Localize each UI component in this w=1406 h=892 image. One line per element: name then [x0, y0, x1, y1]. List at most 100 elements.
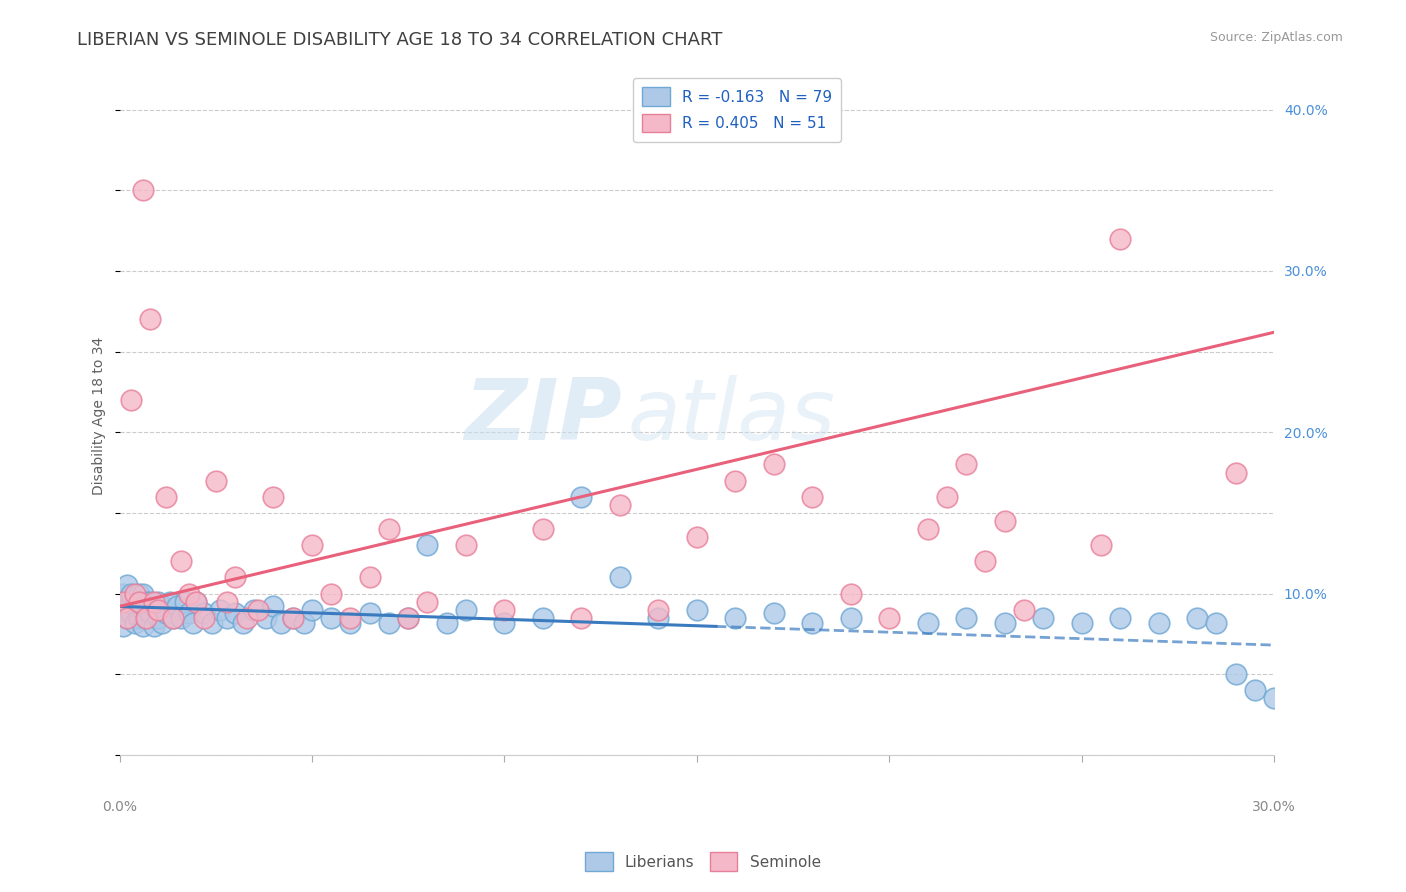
- Point: [686, 602, 709, 616]
- Point: [146, 610, 169, 624]
- Point: [232, 615, 254, 630]
- Point: [1090, 538, 1112, 552]
- Point: [531, 610, 554, 624]
- Point: [112, 594, 135, 608]
- Point: [917, 522, 939, 536]
- Point: [359, 570, 381, 584]
- Point: [1225, 466, 1247, 480]
- Point: [139, 312, 162, 326]
- Point: [224, 570, 246, 584]
- Point: [115, 578, 138, 592]
- Point: [131, 183, 153, 197]
- Point: [762, 606, 785, 620]
- Point: [1244, 683, 1267, 698]
- Text: ZIP: ZIP: [464, 375, 621, 458]
- Point: [143, 594, 166, 608]
- Point: [254, 610, 277, 624]
- Point: [281, 610, 304, 624]
- Point: [193, 606, 215, 620]
- Point: [609, 498, 631, 512]
- Point: [208, 602, 231, 616]
- Text: 30.0%: 30.0%: [1253, 800, 1296, 814]
- Point: [177, 606, 200, 620]
- Point: [150, 599, 173, 614]
- Point: [166, 599, 188, 614]
- Point: [762, 458, 785, 472]
- Text: Source: ZipAtlas.com: Source: ZipAtlas.com: [1209, 31, 1343, 45]
- Point: [839, 586, 862, 600]
- Legend: Liberians, Seminole: Liberians, Seminole: [579, 847, 827, 877]
- Point: [263, 599, 285, 614]
- Point: [155, 606, 177, 620]
- Point: [1147, 615, 1170, 630]
- Point: [359, 606, 381, 620]
- Point: [917, 615, 939, 630]
- Point: [339, 610, 361, 624]
- Point: [1109, 232, 1132, 246]
- Point: [124, 586, 146, 600]
- Point: [1012, 602, 1035, 616]
- Point: [494, 602, 516, 616]
- Point: [531, 522, 554, 536]
- Point: [243, 602, 266, 616]
- Point: [177, 586, 200, 600]
- Point: [186, 594, 208, 608]
- Point: [301, 538, 323, 552]
- Point: [436, 615, 458, 630]
- Point: [155, 490, 177, 504]
- Point: [224, 606, 246, 620]
- Point: [1225, 667, 1247, 681]
- Point: [378, 522, 401, 536]
- Point: [1109, 610, 1132, 624]
- Point: [193, 610, 215, 624]
- Point: [321, 610, 343, 624]
- Point: [112, 586, 135, 600]
- Point: [281, 610, 304, 624]
- Point: [204, 474, 226, 488]
- Point: [139, 606, 162, 620]
- Point: [235, 610, 257, 624]
- Point: [115, 594, 138, 608]
- Point: [1032, 610, 1054, 624]
- Point: [186, 594, 208, 608]
- Point: [143, 619, 166, 633]
- Point: [115, 610, 138, 624]
- Point: [120, 594, 142, 608]
- Point: [201, 615, 224, 630]
- Point: [396, 610, 419, 624]
- Point: [120, 586, 142, 600]
- Point: [454, 602, 477, 616]
- Point: [647, 610, 669, 624]
- Point: [128, 586, 150, 600]
- Point: [378, 615, 401, 630]
- Point: [569, 490, 592, 504]
- Point: [131, 586, 153, 600]
- Point: [139, 594, 162, 608]
- Point: [416, 538, 439, 552]
- Text: LIBERIAN VS SEMINOLE DISABILITY AGE 18 TO 34 CORRELATION CHART: LIBERIAN VS SEMINOLE DISABILITY AGE 18 T…: [77, 31, 723, 49]
- Point: [1185, 610, 1208, 624]
- Point: [120, 606, 142, 620]
- Point: [994, 615, 1017, 630]
- Point: [162, 610, 184, 624]
- Point: [1263, 691, 1285, 706]
- Point: [143, 599, 166, 614]
- Point: [396, 610, 419, 624]
- Point: [135, 610, 157, 624]
- Point: [150, 615, 173, 630]
- Point: [162, 610, 184, 624]
- Point: [181, 615, 204, 630]
- Point: [112, 602, 135, 616]
- Point: [416, 594, 439, 608]
- Point: [131, 602, 153, 616]
- Point: [170, 610, 193, 624]
- Point: [247, 602, 270, 616]
- Point: [217, 610, 239, 624]
- Point: [170, 554, 193, 568]
- Point: [1205, 615, 1227, 630]
- Point: [974, 554, 997, 568]
- Point: [724, 474, 747, 488]
- Point: [292, 615, 315, 630]
- Point: [124, 615, 146, 630]
- Point: [159, 594, 181, 608]
